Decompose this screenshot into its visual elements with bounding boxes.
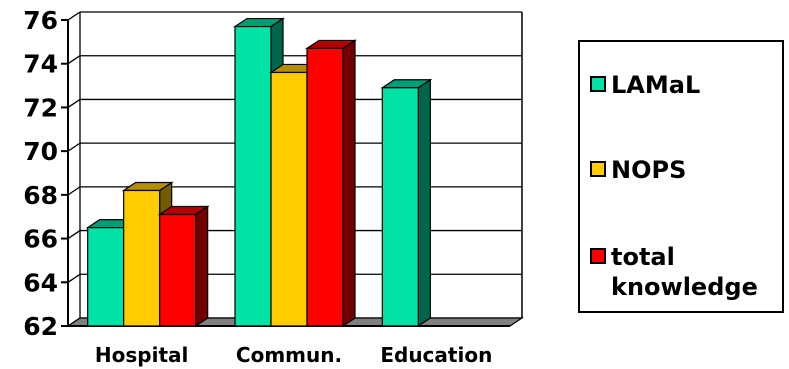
y-tick-label-62: 62	[23, 312, 58, 341]
bar-lamal-education	[380, 78, 433, 328]
category-label-hospital: Hospital	[95, 343, 188, 367]
y-tick-label-66: 66	[23, 225, 58, 254]
y-tick-label-72: 72	[23, 93, 58, 122]
y-tick-label-74: 74	[23, 50, 58, 79]
bars	[85, 17, 433, 328]
legend-label-total-knowledge: total knowledge	[611, 243, 758, 301]
legend-label-lamal: LAMaL	[611, 71, 701, 99]
y-tick-label-68: 68	[23, 181, 58, 210]
bar-total-knowledge-commun	[305, 39, 357, 328]
category-label-education: Education	[380, 343, 492, 367]
category-label-commun: Commun.	[236, 343, 342, 367]
y-tick-label-70: 70	[23, 137, 58, 166]
legend-item-nops: NOPS	[590, 155, 771, 185]
legend-swatch-lamal	[590, 76, 606, 92]
category-labels: Hospital Commun. Education	[95, 343, 492, 367]
legend: LAMaL NOPS total knowledge	[578, 40, 784, 313]
legend-item-lamal: LAMaL	[590, 70, 771, 100]
legend-swatch-nops	[590, 161, 606, 177]
y-tick-labels: 62 64 66 68 70 72 74 76	[23, 6, 58, 341]
y-tick-label-64: 64	[23, 268, 58, 297]
legend-swatch-total-knowledge	[590, 248, 606, 264]
bar-total-knowledge-hospital	[157, 205, 210, 328]
y-tick-label-76: 76	[23, 6, 58, 35]
legend-item-total-knowledge: total knowledge	[590, 242, 771, 302]
legend-label-nops: NOPS	[611, 156, 687, 184]
